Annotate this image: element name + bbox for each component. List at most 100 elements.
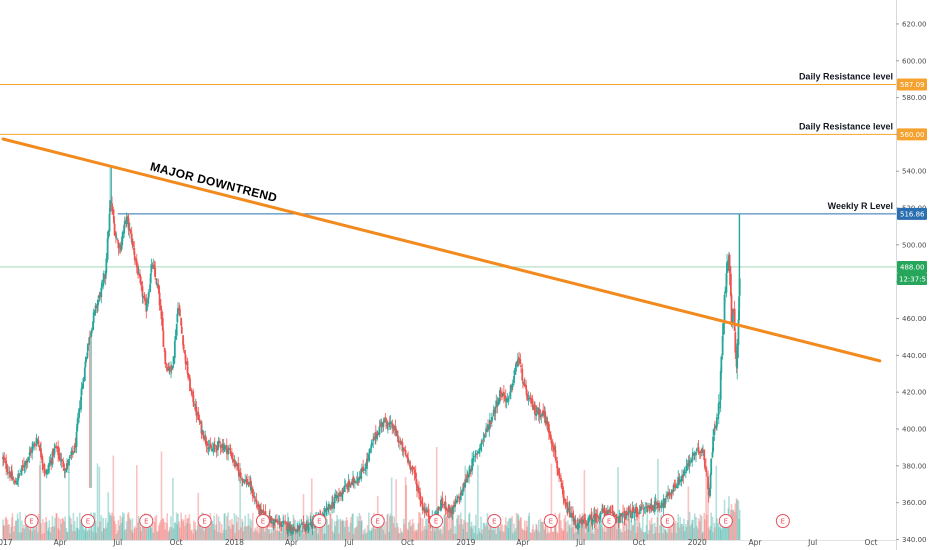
volume-bar [257,532,260,540]
candle-body [80,387,83,396]
candle-body [738,278,741,296]
earnings-marker[interactable]: E [602,514,617,528]
volume-bar [163,521,166,540]
candle-body [162,330,165,348]
candle-body [687,462,690,466]
volume-bar [382,529,385,540]
volume-bar [433,531,436,540]
earnings-marker[interactable]: E [775,514,790,528]
candle-body [691,452,694,457]
volume-bar [532,524,534,540]
volume-bar [501,524,503,540]
volume-bar [519,517,522,540]
candle-body [115,238,118,240]
earnings-marker[interactable]: E [197,514,212,528]
candle-body [697,446,700,454]
volume-bar [527,516,530,540]
volume-bar [68,515,71,540]
candle-body [386,422,389,428]
time-axis[interactable]: 2017 Apr Jul Oct 2018 Apr Jul Oct 2019 Apr Jul Oct 2… [0,538,896,547]
candle-body [55,446,58,449]
volume-bar [404,477,407,540]
volume-bar [83,530,86,540]
volume-bar [688,512,691,540]
earnings-marker[interactable]: E [718,514,733,528]
earnings-marker[interactable]: E [139,514,154,528]
volume-bar [366,532,368,540]
level-badge[interactable]: 587.09 [897,78,927,91]
earnings-marker[interactable]: E [312,514,327,528]
candle-body [336,495,339,499]
volume-bar [611,522,614,540]
volume-bar [278,531,280,540]
volume-bar [362,533,364,540]
earnings-marker[interactable]: E [543,514,558,528]
volume-bar [113,516,115,540]
volume-bar [149,514,151,540]
earnings-marker-circle [139,514,154,528]
volume-bar [464,465,467,540]
candle-body [409,467,412,470]
candle-body [182,335,184,346]
candle-body [227,449,229,455]
earnings-marker[interactable]: E [660,514,675,528]
volume-bar [406,528,409,540]
candle-body [650,505,653,511]
earnings-marker[interactable]: E [255,514,270,528]
candle-body [364,467,367,469]
volume-bar [620,531,622,540]
candle-body [84,361,87,368]
volume-bar [395,479,397,540]
volume-bar [491,530,494,540]
candle-body [717,406,720,415]
candle-body [260,509,263,513]
level-badge[interactable]: 516.86 [897,207,927,220]
volume-bar [640,527,642,540]
earnings-marker[interactable]: E [487,514,502,528]
time-axis-label: Jul [807,538,817,547]
volume-bar [494,527,497,540]
candle-body [540,415,543,417]
volume-bar [150,527,153,540]
candle-body [720,356,723,373]
volume-bar [344,520,347,540]
level-badge[interactable]: 488.00 12:37:51 [897,260,930,285]
volume-bar [650,524,652,540]
volume-bar [645,525,648,540]
volume-bar [600,515,602,540]
trend-line[interactable] [1,137,882,363]
candle-body [11,477,14,480]
candle-body [481,439,484,441]
candle-body [41,456,44,463]
price-axis[interactable]: 340.00 360.00 380.00 400.00 420.00 440.00 460.… [896,0,932,550]
earnings-marker[interactable]: E [80,514,95,528]
earnings-marker[interactable]: E [429,514,444,528]
candle-body [550,440,553,444]
volume-bar [544,526,546,540]
candle-body [386,426,389,428]
volume-bar [366,525,369,540]
level-badge[interactable]: 560.00 [897,128,927,141]
earnings-marker[interactable]: E [24,514,39,528]
candle-body [641,507,644,509]
volume-bar [333,533,335,540]
candle-body [397,435,399,443]
candle-body [521,368,524,381]
candle-body [560,482,563,488]
level-label: Weekly R Level [828,201,893,211]
volume-bar [471,528,473,540]
candle-body [556,460,559,469]
volume-bar [127,513,129,540]
volume-bar [503,532,505,540]
volume-bar [703,512,706,540]
candle-body [286,522,288,531]
candle-body [378,426,381,435]
earnings-marker-label: E [86,518,90,526]
volume-bar [255,530,258,540]
candle-body [341,490,344,495]
volume-bar [343,526,346,540]
earnings-marker[interactable]: E [370,514,385,528]
candle-body [458,497,461,500]
